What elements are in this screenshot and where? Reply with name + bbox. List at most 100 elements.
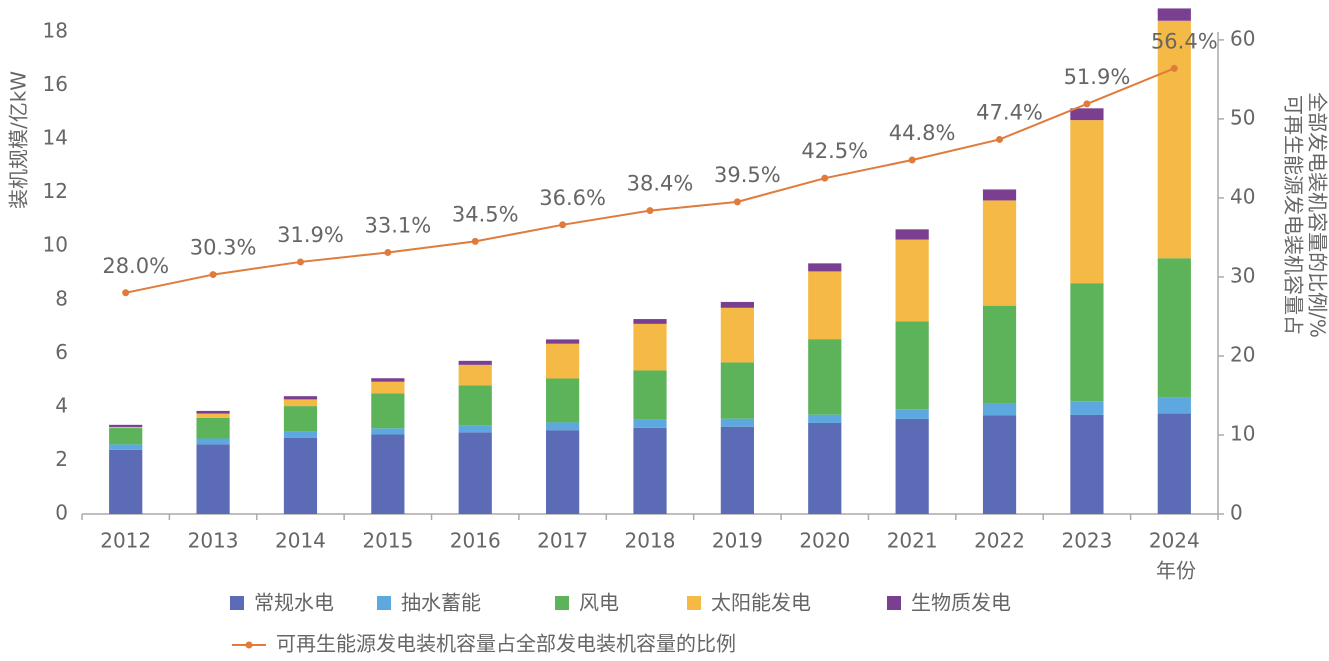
bar-segment (896, 321, 929, 409)
x-axis-label: 年份 (1156, 559, 1196, 583)
bar-segment (983, 189, 1016, 200)
bar-segment (1158, 258, 1191, 398)
bar-segment (896, 229, 929, 239)
y2-tick-label: 40 (1230, 184, 1255, 208)
bar-segment (808, 271, 841, 339)
x-tick-label: 2018 (625, 529, 676, 553)
line-point (996, 136, 1003, 143)
bar-segment (459, 385, 492, 425)
bar-segment (109, 444, 142, 449)
line-point (821, 175, 828, 182)
x-tick-label: 2023 (1061, 529, 1112, 553)
bar-segment (284, 396, 317, 399)
data-label: 56.4% (1151, 29, 1218, 53)
x-tick-label: 2012 (100, 529, 151, 553)
bar-segment (371, 382, 404, 394)
bar-segment (983, 200, 1016, 305)
bar-segment (1158, 8, 1191, 20)
y2-axis-label: 可再生能源发电装机容量占 (1282, 95, 1306, 335)
x-tick-label: 2014 (275, 529, 326, 553)
data-label: 36.6% (539, 186, 606, 210)
data-label: 28.0% (102, 254, 169, 278)
bar-segment (1070, 401, 1103, 415)
bar-segment (721, 427, 754, 514)
y2-axis-label: 全部发电装机容量的比例/% (1306, 92, 1329, 338)
line-point (1171, 65, 1178, 72)
bar-segment (196, 411, 229, 414)
bar-segment (196, 438, 229, 444)
bar-segment (808, 415, 841, 423)
bar-segment (459, 432, 492, 514)
bar-segment (896, 240, 929, 322)
y-tick-label: 10 (43, 233, 68, 257)
bar-segment (983, 415, 1016, 514)
y-tick-label: 16 (43, 72, 68, 96)
bar-segment (721, 419, 754, 427)
y2-tick-label: 0 (1230, 501, 1243, 525)
bar-segment (196, 444, 229, 514)
bar-segment (633, 428, 666, 514)
bar-segment (546, 430, 579, 514)
data-label: 51.9% (1064, 65, 1131, 89)
bar-segment (546, 344, 579, 379)
legend-label: 常规水电 (254, 591, 334, 615)
x-tick-label: 2017 (537, 529, 588, 553)
x-tick-label: 2020 (799, 529, 850, 553)
bar-segment (1070, 283, 1103, 401)
line-point (384, 249, 391, 256)
y2-tick-label: 10 (1230, 421, 1255, 445)
bar-segment (1158, 398, 1191, 414)
legend-swatch (230, 596, 244, 610)
y-tick-label: 8 (55, 286, 68, 310)
bar-segment (284, 406, 317, 432)
bar-segment (1070, 415, 1103, 514)
bar-segment (721, 308, 754, 363)
bar-segment (896, 419, 929, 514)
bar-segment (371, 428, 404, 434)
bar-segment (1070, 120, 1103, 283)
bar-segment (633, 420, 666, 428)
bar-segment (371, 434, 404, 514)
bar-segment (983, 403, 1016, 415)
line-point (647, 207, 654, 214)
line-point (297, 258, 304, 265)
bar-segment (459, 365, 492, 386)
data-label: 44.8% (889, 121, 956, 145)
bar-segment (196, 418, 229, 439)
y-tick-label: 4 (55, 393, 68, 417)
legend-marker (246, 642, 253, 649)
line-point (210, 271, 217, 278)
data-label: 34.5% (452, 202, 519, 226)
bar-segment (721, 362, 754, 418)
line-point (1083, 100, 1090, 107)
y2-tick-label: 50 (1230, 105, 1255, 129)
bar-segment (284, 438, 317, 514)
y-tick-label: 6 (55, 340, 68, 364)
x-tick-label: 2015 (362, 529, 413, 553)
bar-segment (459, 361, 492, 365)
y-tick-label: 18 (43, 19, 68, 43)
data-label: 33.1% (364, 213, 431, 237)
data-label: 30.3% (190, 236, 257, 260)
bar-segment (1158, 21, 1191, 259)
bar-segment (633, 319, 666, 324)
y-tick-label: 2 (55, 447, 68, 471)
x-tick-label: 2016 (450, 529, 501, 553)
legend-label: 生物质发电 (911, 591, 1011, 615)
bar-segment (109, 428, 142, 444)
line-point (122, 289, 129, 296)
legend-swatch (887, 596, 901, 610)
y2-tick-label: 20 (1230, 342, 1255, 366)
legend-label: 风电 (579, 591, 619, 615)
y-tick-label: 12 (43, 179, 68, 203)
bar-segment (546, 422, 579, 430)
legend-swatch (555, 596, 569, 610)
bar-segment (633, 324, 666, 371)
data-label: 39.5% (714, 163, 781, 187)
bar-segment (1158, 414, 1191, 514)
y-tick-label: 0 (55, 501, 68, 525)
bar-segment (808, 423, 841, 514)
y-axis-label: 装机规模/亿kW (7, 71, 31, 209)
bar-segment (1070, 108, 1103, 120)
